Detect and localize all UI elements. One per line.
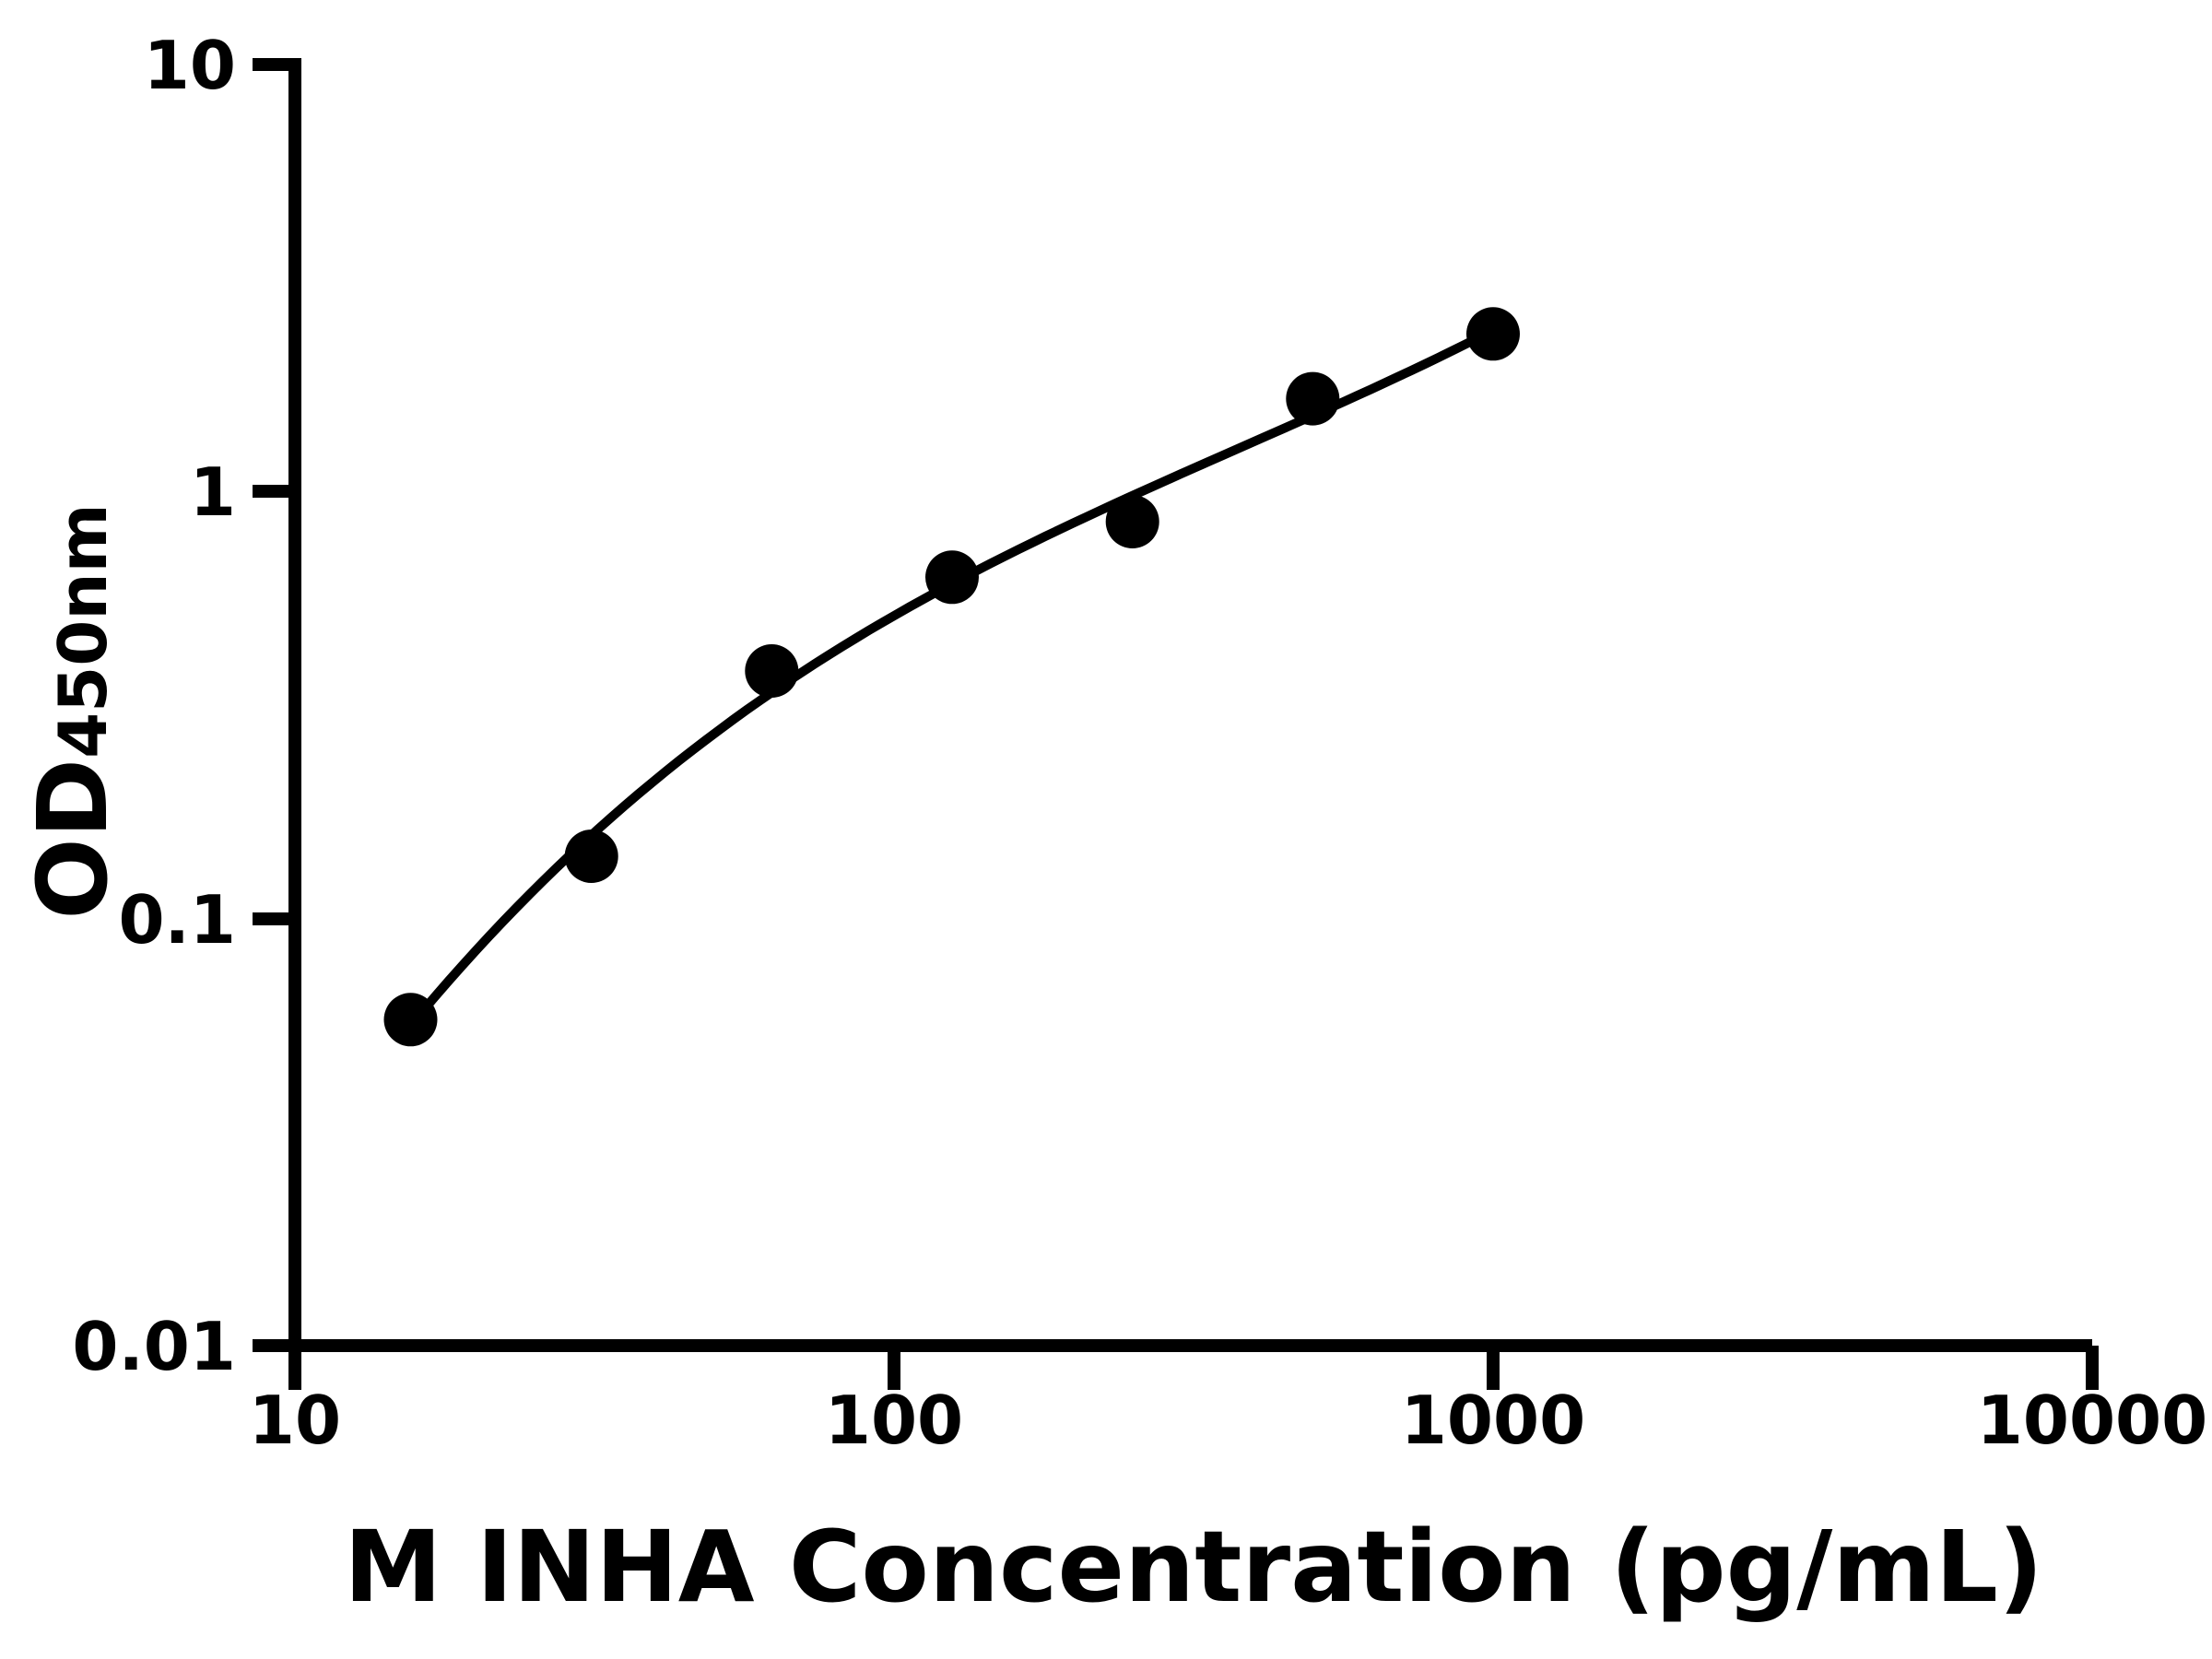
y-axis-title: OD450nm (17, 503, 129, 919)
y-tick-label-1: 1 (190, 453, 236, 531)
data-point (925, 550, 979, 605)
x-tick-label-10: 10 (249, 1382, 341, 1459)
axis-spines (253, 58, 2092, 1352)
y-tick-label-10: 10 (144, 27, 236, 104)
y-tick-label-0.01: 0.01 (72, 1308, 236, 1385)
x-tick-label-10000: 10000 (1977, 1382, 2208, 1459)
x-tick-label-1000: 1000 (1401, 1382, 1585, 1459)
data-point (1105, 495, 1159, 548)
y-axis-title-main: OD (17, 759, 129, 920)
data-point (745, 644, 799, 698)
y-tick-label-0.1: 0.1 (118, 881, 236, 959)
data-point (564, 830, 618, 883)
data-point (1466, 307, 1520, 361)
data-point (1286, 371, 1340, 426)
x-tick-label-100: 100 (825, 1382, 963, 1459)
data-point (383, 993, 438, 1047)
y-axis-title-subscript: 450nm (44, 503, 122, 759)
data-series-layer (383, 307, 1520, 1047)
x-axis-title: M INHA Concentration (pg/mL) (344, 1511, 2043, 1625)
